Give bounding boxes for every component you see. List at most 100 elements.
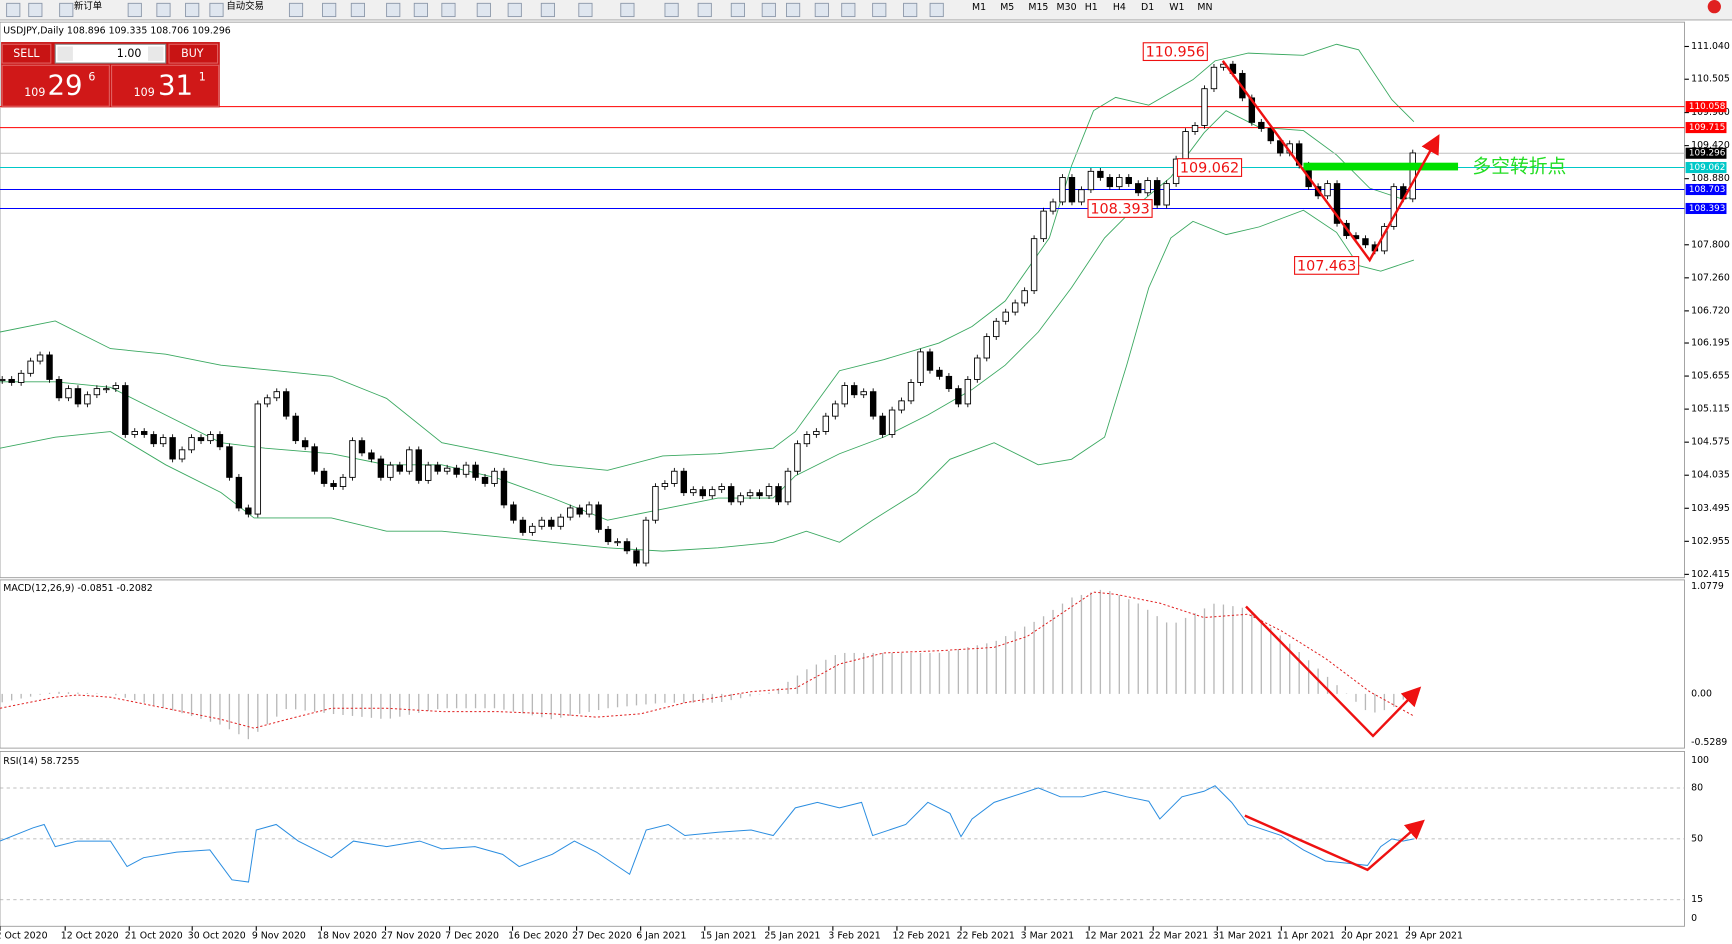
toolbar-icon[interactable] xyxy=(156,2,171,18)
candle xyxy=(1068,177,1076,203)
sell-label[interactable]: SELL xyxy=(13,47,40,60)
toolbar-icon[interactable] xyxy=(288,2,304,18)
candle xyxy=(245,507,252,515)
date-label: 9 Nov 2020 xyxy=(252,931,306,942)
candle xyxy=(74,388,82,405)
candle xyxy=(216,434,224,448)
toolbar-icon[interactable] xyxy=(903,2,918,18)
candle xyxy=(595,504,602,530)
lot-up[interactable] xyxy=(148,46,164,61)
one-click-trading: SELL 1.00 BUY 109 29 6 109 31 1 xyxy=(1,42,220,108)
price-marker-label: 109.062 xyxy=(1689,163,1725,173)
buy-button[interactable] xyxy=(168,43,219,64)
toolbar-icon[interactable] xyxy=(59,2,74,18)
timeframe-button[interactable]: H1 xyxy=(1085,2,1098,13)
timeframe-button[interactable]: H4 xyxy=(1113,2,1126,13)
y-tick-label: 104.575 xyxy=(1691,437,1730,448)
toolbar-icon[interactable] xyxy=(841,2,856,18)
date-label: 3 Feb 2021 xyxy=(828,931,880,942)
toolbar-icon[interactable] xyxy=(6,2,21,18)
timeframe-button[interactable]: M1 xyxy=(972,2,986,13)
candle xyxy=(339,476,347,487)
toolbar-icon[interactable] xyxy=(386,2,401,18)
candle xyxy=(860,391,867,396)
toolbar-icon[interactable] xyxy=(28,2,43,18)
y-tick-label: 103.495 xyxy=(1691,503,1730,514)
toolbar-icon[interactable] xyxy=(786,2,801,18)
toolbar-icon[interactable] xyxy=(540,2,555,18)
toolbar-icon[interactable] xyxy=(814,2,829,18)
toolbar-icon[interactable] xyxy=(350,2,365,18)
buy-label[interactable]: BUY xyxy=(181,47,204,60)
toolbar-icon[interactable] xyxy=(507,2,522,18)
toolbar-icon[interactable] xyxy=(413,2,428,18)
toolbar-icon[interactable] xyxy=(441,2,456,18)
candle xyxy=(841,385,848,405)
candle xyxy=(1191,124,1199,132)
timeframe-button[interactable]: M15 xyxy=(1028,2,1048,13)
lot-value[interactable]: 1.00 xyxy=(117,47,142,60)
candle xyxy=(169,437,176,460)
macd-title: MACD(12,26,9) -0.0851 -0.2082 xyxy=(3,583,152,594)
candle xyxy=(614,541,621,544)
toolbar-icon[interactable] xyxy=(664,2,679,18)
candle xyxy=(1153,180,1161,206)
toolbar-icon[interactable] xyxy=(730,2,745,18)
candle xyxy=(481,476,489,484)
candle xyxy=(453,467,460,475)
timeframe-button[interactable]: D1 xyxy=(1141,2,1154,13)
lot-down[interactable] xyxy=(57,46,73,61)
annotation-label: 108.393 xyxy=(1090,202,1149,218)
timeframe-button[interactable]: W1 xyxy=(1169,2,1184,13)
candle xyxy=(320,470,328,484)
toolbar-icon[interactable] xyxy=(209,2,224,18)
buy-price-box[interactable] xyxy=(111,64,220,107)
candle xyxy=(0,378,6,381)
candle xyxy=(1087,170,1095,191)
candle xyxy=(112,385,120,390)
y-tick-label: 102.415 xyxy=(1691,569,1730,580)
candle xyxy=(718,486,725,491)
toolbar-icon[interactable] xyxy=(578,2,593,18)
timeframe-button[interactable]: M5 xyxy=(1000,2,1014,13)
candle xyxy=(538,519,546,527)
candle xyxy=(1040,210,1047,240)
candle xyxy=(36,354,44,362)
candle xyxy=(141,431,148,435)
candle xyxy=(1324,183,1331,197)
candle xyxy=(1267,128,1274,142)
candle xyxy=(907,382,915,402)
macd-arrow xyxy=(1245,605,1422,738)
candle xyxy=(548,519,555,527)
annotation-label: 107.463 xyxy=(1297,259,1356,275)
sell-button[interactable] xyxy=(1,43,52,64)
candle xyxy=(415,449,422,481)
toolbar-icon[interactable] xyxy=(476,2,491,18)
candle xyxy=(832,403,839,417)
sell-price-box[interactable] xyxy=(1,64,110,107)
toolbar-icon[interactable] xyxy=(761,2,776,18)
y-tick-label: 109.420 xyxy=(1691,140,1730,151)
lot-input[interactable] xyxy=(54,43,167,64)
candle xyxy=(1390,186,1398,227)
timeframe-button[interactable]: MN xyxy=(1197,2,1212,13)
toolbar-icon[interactable] xyxy=(322,2,337,18)
alert-badge[interactable] xyxy=(1707,0,1721,14)
toolbar-button[interactable]: 新订单 xyxy=(74,0,102,12)
candle xyxy=(945,375,953,390)
toolbar-icon[interactable] xyxy=(127,2,142,18)
candle xyxy=(604,528,612,543)
timeframe-button[interactable]: M30 xyxy=(1057,2,1077,13)
toolbar-icon[interactable] xyxy=(697,2,712,18)
candle xyxy=(358,440,366,454)
toolbar-icons: 新订单 自动交易 M1 M5 M15 M30 H1 H4 D1 W1 MN xyxy=(6,0,1721,18)
price-marker-label: 108.393 xyxy=(1689,204,1725,214)
candle xyxy=(879,415,886,435)
toolbar-icon[interactable] xyxy=(185,2,200,18)
toolbar-button[interactable]: 自动交易 xyxy=(226,0,263,12)
price-marker-label: 109.715 xyxy=(1689,123,1725,133)
toolbar-icon[interactable] xyxy=(620,2,635,18)
candle xyxy=(1125,177,1132,185)
toolbar-icon[interactable] xyxy=(929,2,944,18)
toolbar-icon[interactable] xyxy=(872,2,887,18)
